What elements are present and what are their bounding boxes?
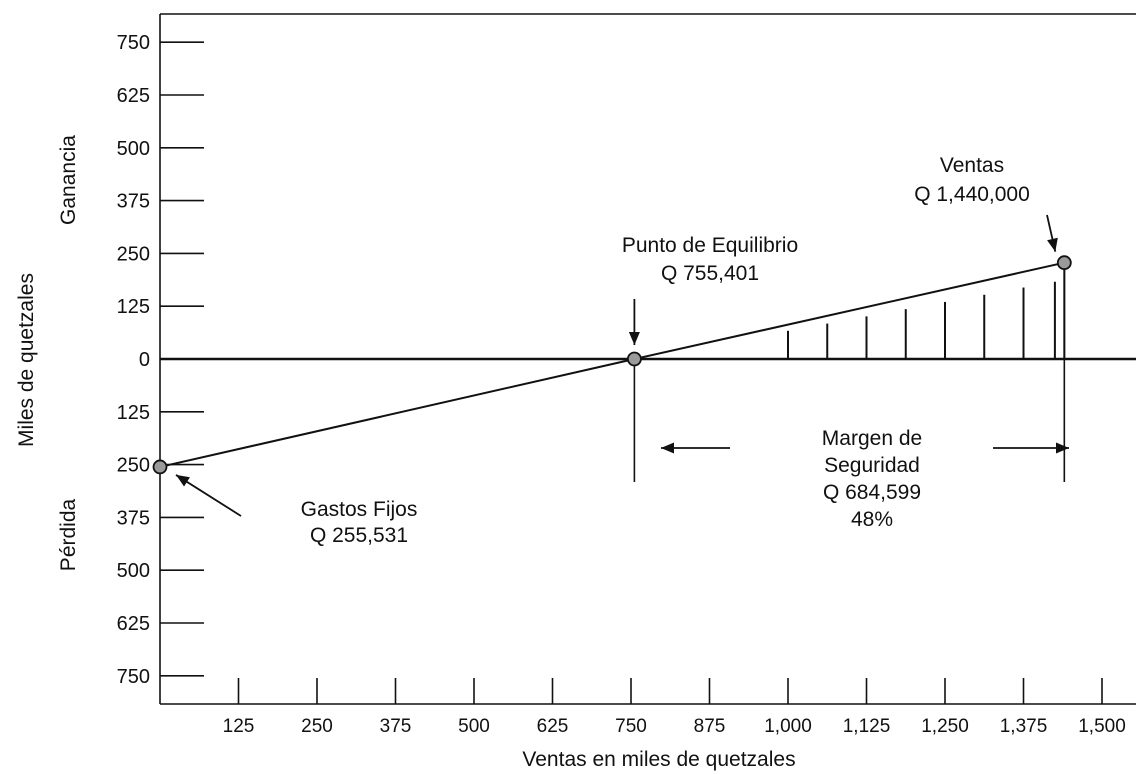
- x-tick-label: 125: [223, 716, 255, 737]
- data-point: [152, 459, 168, 475]
- breakeven-arrow: [628, 299, 640, 345]
- margin-right-arrow-head: [1056, 442, 1069, 454]
- margin-left-arrow-head: [661, 442, 674, 454]
- frame: [159, 13, 1136, 705]
- y-tick-label: 375: [117, 191, 150, 213]
- data-point: [1056, 255, 1072, 271]
- x-tick-label: 500: [458, 716, 490, 737]
- breakeven-arrow-head: [628, 332, 640, 345]
- fixed-costs-arrow-head: [176, 474, 190, 487]
- y-tick-label: 625: [117, 85, 150, 107]
- margin-label: Seguridad: [824, 454, 920, 477]
- y-tick-label: 0: [139, 349, 150, 371]
- x-tick-label: 1,250: [921, 716, 969, 737]
- margin-label: Q 684,599: [823, 481, 921, 504]
- y-axis-lower-title: Pérdida: [57, 498, 80, 571]
- y-tick-label: 500: [117, 138, 150, 160]
- y-tick-label: 375: [117, 507, 150, 529]
- y-tick-label: 750: [117, 666, 150, 688]
- margin-label: Margen de: [822, 427, 922, 450]
- margin-left-arrow: [661, 442, 730, 454]
- x-tick-label: 1,500: [1078, 716, 1126, 737]
- axis-ticks: 750 625 500 375 250 125 0 125 250 375 500 625 750 125…: [117, 32, 1126, 737]
- breakeven-label: Punto de Equilibrio: [622, 234, 798, 257]
- x-axis-title: Ventas en miles de quetzales: [522, 748, 795, 771]
- x-tick-label: 1,375: [1000, 716, 1048, 737]
- y-tick-label: 500: [117, 560, 150, 582]
- y-tick-label: 125: [117, 296, 150, 318]
- data-points: [152, 255, 1072, 475]
- sales-label: Ventas: [940, 154, 1004, 177]
- y-tick-label: 250: [117, 243, 150, 265]
- y-axis-title: Miles de quetzales: [15, 273, 38, 447]
- x-tick-label: 1,000: [764, 716, 812, 737]
- sales-label: Q 1,440,000: [914, 183, 1030, 206]
- sales-arrow-head: [1047, 237, 1058, 252]
- fixed-costs-label: Q 255,531: [310, 524, 408, 547]
- breakeven-label: Q 755,401: [661, 262, 759, 285]
- margin-right-arrow: [993, 442, 1069, 454]
- data-point: [626, 351, 642, 367]
- safety-margin-hatch: [787, 262, 1066, 359]
- x-tick-label: 625: [537, 716, 569, 737]
- y-tick-label: 750: [117, 32, 150, 54]
- sales-arrow: [1046, 214, 1058, 252]
- y-tick-label: 250: [117, 455, 150, 477]
- y-tick-label: 625: [117, 613, 150, 635]
- profit-line: [159, 261, 1065, 468]
- annotation-arrows: [175, 214, 1069, 517]
- x-tick-label: 875: [694, 716, 726, 737]
- margin-label: 48%: [851, 508, 893, 531]
- x-tick-label: 375: [380, 716, 412, 737]
- y-tick-label: 125: [117, 402, 150, 424]
- x-tick-label: 750: [615, 716, 647, 737]
- x-tick-label: 250: [301, 716, 333, 737]
- fixed-costs-label: Gastos Fijos: [301, 498, 418, 521]
- y-axis-upper-title: Ganancia: [57, 135, 80, 225]
- x-tick-label: 1,125: [843, 716, 891, 737]
- series-line: [159, 261, 1066, 482]
- annotation-labels: Gastos Fijos Q 255,531 Punto de Equilibrio…: [301, 154, 1030, 547]
- fixed-costs-arrow: [175, 474, 242, 517]
